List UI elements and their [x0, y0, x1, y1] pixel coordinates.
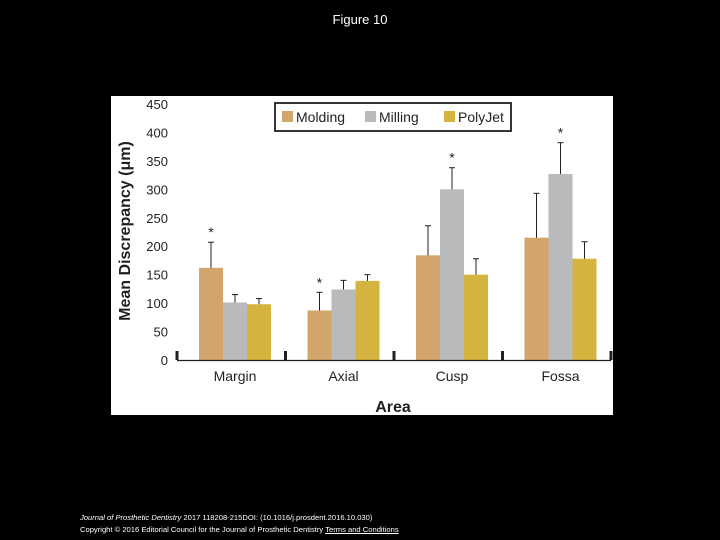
legend-frame — [274, 102, 512, 132]
bar-milling-cusp — [440, 189, 464, 360]
x-tick-label-axial: Axial — [328, 368, 358, 384]
citation-footer: Journal of Prosthetic Dentistry 2017 118… — [80, 512, 399, 536]
citation-line: Journal of Prosthetic Dentistry 2017 118… — [80, 512, 399, 524]
bar-polyjet-fossa — [572, 258, 597, 360]
bar-chart: 0 50 100 150 200 250 300 350 400 450 * * * * Margin A… — [117, 97, 613, 415]
y-tick-label: 450 — [146, 97, 168, 112]
y-tick-label: 350 — [146, 154, 168, 169]
bar-milling-axial — [331, 289, 356, 360]
slide-title: Figure 10 — [332, 12, 388, 27]
x-tick-label-margin: Margin — [214, 368, 257, 384]
y-tick-label: 100 — [146, 296, 168, 311]
x-axis-label: Area — [375, 399, 411, 415]
bar-molding-margin — [199, 267, 223, 360]
x-axis-tick-labels: Margin Axial Cusp Fossa — [214, 368, 580, 384]
copyright-line: Copyright © 2016 Editorial Council for t… — [80, 524, 399, 536]
x-tick-label-fossa: Fossa — [541, 368, 579, 384]
significance-marker: * — [558, 125, 564, 141]
legend: Molding Milling PolyJet — [274, 102, 512, 132]
legend-swatch-molding — [282, 111, 293, 122]
y-tick-label: 250 — [146, 211, 168, 226]
y-tick-label: 300 — [146, 182, 168, 197]
significance-marker: * — [317, 274, 323, 290]
bar-milling-margin — [223, 302, 247, 360]
terms-link[interactable]: Terms and Conditions — [325, 525, 399, 534]
legend-label-polyjet: PolyJet — [458, 109, 504, 125]
journal-name: Journal of Prosthetic Dentistry — [80, 513, 182, 522]
legend-swatch-milling — [365, 111, 376, 122]
legend-swatch-polyjet — [444, 111, 455, 122]
y-tick-label: 200 — [146, 239, 168, 254]
bar-polyjet-cusp — [464, 274, 488, 360]
y-axis-ticks: 0 50 100 150 200 250 300 350 400 450 — [146, 97, 168, 368]
y-axis-label: Mean Discrepancy (μm) — [117, 141, 134, 321]
bar-molding-cusp — [416, 255, 440, 360]
bars-layer — [199, 173, 597, 360]
y-tick-label: 50 — [154, 325, 168, 340]
y-tick-label: 0 — [161, 353, 168, 368]
figure-panel: 0 50 100 150 200 250 300 350 400 450 * * * * Margin A… — [111, 96, 613, 415]
citation-details: 2017 118208-215DOI: (10.1016/j.prosdent.… — [181, 513, 373, 522]
bar-molding-fossa — [524, 237, 549, 360]
y-tick-label: 150 — [146, 268, 168, 283]
bar-milling-fossa — [548, 173, 573, 360]
significance-marker: * — [208, 224, 214, 240]
significance-layer: * * * * — [208, 125, 564, 291]
bar-polyjet-margin — [247, 304, 271, 360]
bar-polyjet-axial — [355, 280, 380, 360]
legend-label-milling: Milling — [379, 109, 419, 125]
legend-label-molding: Molding — [296, 109, 345, 125]
x-tick-label-cusp: Cusp — [436, 368, 469, 384]
copyright-text: Copyright © 2016 Editorial Council for t… — [80, 525, 326, 534]
bar-molding-axial — [307, 310, 332, 360]
y-tick-label: 400 — [146, 125, 168, 140]
error-bars-layer — [208, 142, 588, 311]
significance-marker: * — [449, 150, 455, 166]
x-axis-ticks — [175, 351, 613, 360]
